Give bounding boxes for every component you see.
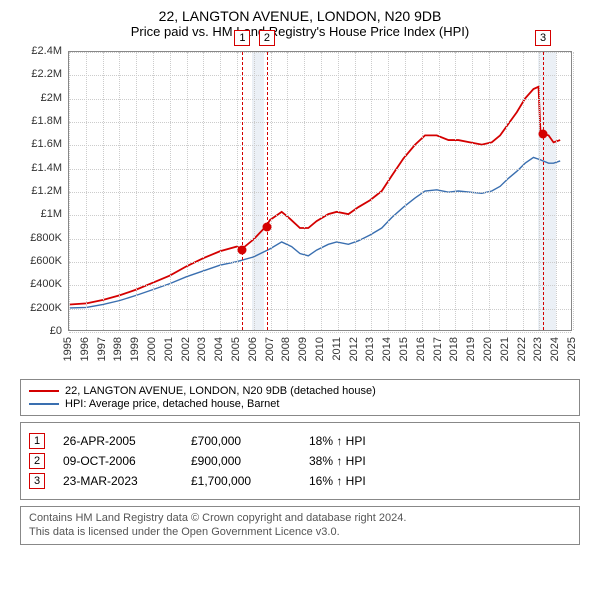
x-tick-label: 2019 [465,337,477,361]
y-tick-label: £2.4M [31,45,62,57]
y-tick-label: £1M [41,208,62,220]
x-tick-label: 1996 [79,337,91,361]
x-tick-label: 2013 [364,337,376,361]
title-subtitle: Price paid vs. HM Land Registry's House … [10,24,590,39]
y-tick-label: £1.4M [31,162,62,174]
event-row: 2 09-OCT-2006 £900,000 38% ↑ HPI [29,453,571,469]
event-id-box: 3 [29,473,45,489]
event-dot [238,246,247,255]
event-pct: 38% ↑ HPI [309,454,409,468]
x-tick-label: 1999 [129,337,141,361]
event-row: 1 26-APR-2005 £700,000 18% ↑ HPI [29,433,571,449]
event-id-box: 2 [29,453,45,469]
x-tick-label: 2005 [230,337,242,361]
y-tick-label: £400K [30,278,62,290]
legend-box: 22, LANGTON AVENUE, LONDON, N20 9DB (det… [20,379,580,416]
x-tick-label: 2016 [415,337,427,361]
x-tick-label: 2014 [381,337,393,361]
event-date: 23-MAR-2023 [63,474,173,488]
y-tick-label: £800K [30,232,62,244]
x-tick-label: 2006 [247,337,259,361]
y-tick-label: £600K [30,255,62,267]
event-price: £900,000 [191,454,291,468]
y-tick-label: £2.2M [31,68,62,80]
series-price_paid [70,87,560,305]
event-dot [262,223,271,232]
event-date: 09-OCT-2006 [63,454,173,468]
event-date: 26-APR-2005 [63,434,173,448]
y-tick-label: £1.6M [31,138,62,150]
x-tick-label: 2001 [163,337,175,361]
event-price: £1,700,000 [191,474,291,488]
event-dot [539,129,548,138]
footer-attribution: Contains HM Land Registry data © Crown c… [20,506,580,545]
x-tick-label: 2002 [180,337,192,361]
x-tick-label: 2024 [549,337,561,361]
plot-area: 123 [68,51,572,331]
event-marker: 3 [535,30,551,46]
event-line [543,52,544,330]
x-tick-label: 2023 [532,337,544,361]
x-tick-label: 2000 [146,337,158,361]
x-tick-label: 2022 [516,337,528,361]
y-tick-label: £0 [50,325,62,337]
event-pct: 18% ↑ HPI [309,434,409,448]
event-line [267,52,268,330]
legend-swatch [29,390,59,392]
y-tick-label: £1.2M [31,185,62,197]
x-tick-label: 2004 [213,337,225,361]
x-tick-label: 2017 [432,337,444,361]
event-marker: 2 [259,30,275,46]
event-id-box: 1 [29,433,45,449]
event-pct: 16% ↑ HPI [309,474,409,488]
x-tick-label: 1995 [62,337,74,361]
chart-area: £0 £200K £400K £600K £800K £1M £1.2M £1.4M £1.6M… [20,45,580,375]
x-tick-label: 2010 [314,337,326,361]
x-tick-label: 2015 [398,337,410,361]
legend-item: 22, LANGTON AVENUE, LONDON, N20 9DB (det… [29,385,571,397]
event-price: £700,000 [191,434,291,448]
title-block: 22, LANGTON AVENUE, LONDON, N20 9DB Pric… [10,8,590,39]
y-tick-label: £200K [30,302,62,314]
y-tick-label: £2M [41,92,62,104]
footer-line1: Contains HM Land Registry data © Crown c… [29,511,571,525]
title-address: 22, LANGTON AVENUE, LONDON, N20 9DB [10,8,590,24]
x-tick-label: 2020 [482,337,494,361]
x-tick-label: 2007 [264,337,276,361]
y-tick-label: £1.8M [31,115,62,127]
events-table: 1 26-APR-2005 £700,000 18% ↑ HPI 2 09-OCT-200… [20,422,580,500]
footer-line2: This data is licensed under the Open Gov… [29,525,571,539]
x-tick-label: 2021 [499,337,511,361]
legend-label: HPI: Average price, detached house, Barn… [65,398,279,410]
y-axis-ticks: £0£200K£400K£600K£800K£1M£1.2M£1.4M£1.6M… [20,51,66,331]
x-tick-label: 2018 [448,337,460,361]
chart-container: 22, LANGTON AVENUE, LONDON, N20 9DB Pric… [0,0,600,549]
x-tick-label: 2003 [196,337,208,361]
event-line [242,52,243,330]
legend-swatch [29,403,59,405]
x-tick-label: 1997 [96,337,108,361]
x-tick-label: 2025 [566,337,578,361]
line-series-svg [69,52,571,330]
x-tick-label: 2008 [280,337,292,361]
x-tick-label: 2009 [297,337,309,361]
event-row: 3 23-MAR-2023 £1,700,000 16% ↑ HPI [29,473,571,489]
event-marker: 1 [234,30,250,46]
x-axis-ticks: 1995199619971998199920002001200220032004… [68,335,572,375]
x-tick-label: 2012 [348,337,360,361]
legend-item: HPI: Average price, detached house, Barn… [29,398,571,410]
x-tick-label: 1998 [112,337,124,361]
x-tick-label: 2011 [331,337,343,361]
legend-label: 22, LANGTON AVENUE, LONDON, N20 9DB (det… [65,385,376,397]
